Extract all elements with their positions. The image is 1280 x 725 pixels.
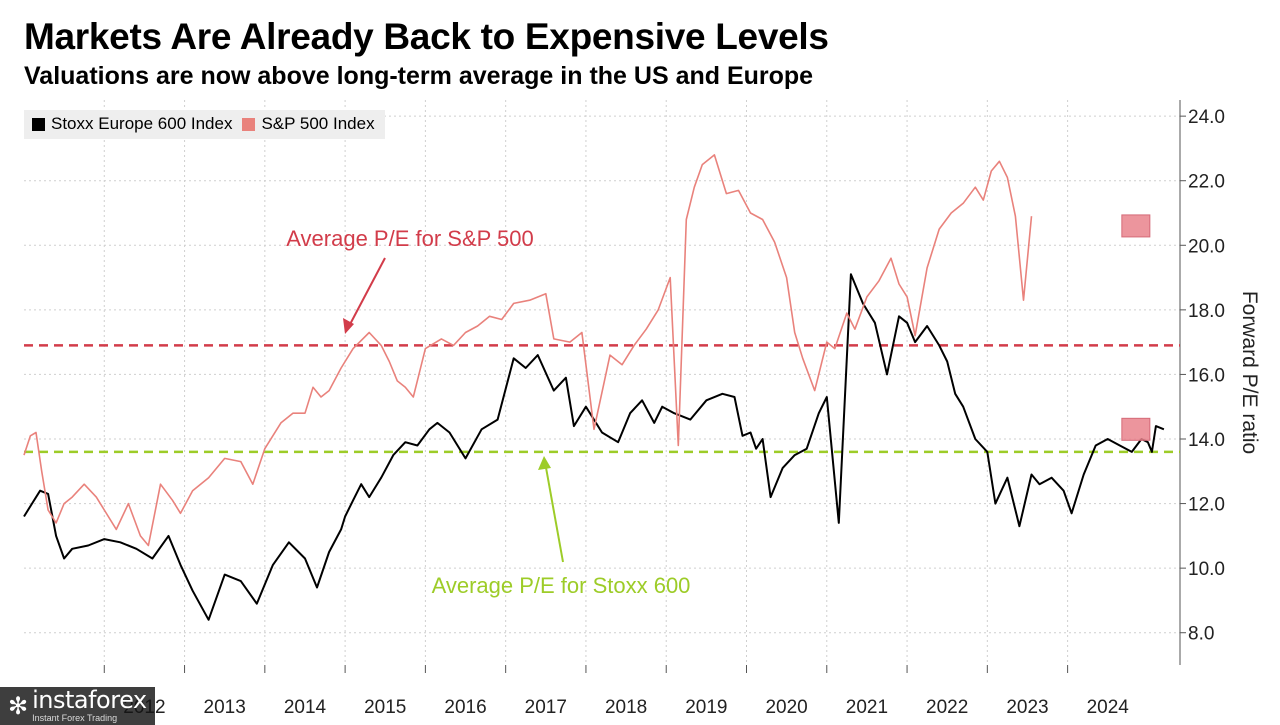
y-tick-label: 24.0	[1188, 107, 1225, 128]
sp500-series-line	[23, 154, 1033, 547]
y-tick-label: 8.0	[1188, 624, 1214, 645]
y-tick-label: 12.0	[1188, 495, 1225, 516]
chart-subtitle: Valuations are now above long-term avera…	[24, 62, 814, 90]
x-tick-label: 2021	[846, 697, 888, 718]
annotation-sp500-average: Average P/E for S&P 500	[286, 226, 533, 251]
x-tick-label: 2017	[525, 697, 567, 718]
legend-swatch-sp500	[242, 117, 256, 131]
instaforex-logo-icon: ✻	[8, 692, 29, 720]
annotation-arrow-sp500	[346, 257, 386, 331]
legend-item-sp500: S&P 500 Index	[242, 114, 375, 134]
x-tick-label: 2022	[926, 697, 968, 718]
stoxx-end-marker	[1121, 417, 1151, 441]
x-tick-label: 2023	[1006, 697, 1048, 718]
y-tick-label: 10.0	[1188, 559, 1225, 580]
y-axis-title: Forward P/E ratio	[1238, 291, 1261, 454]
x-tick-label: 2016	[444, 697, 486, 718]
x-tick-label: 2018	[605, 697, 647, 718]
chart-title: Markets Are Already Back to Expensive Le…	[24, 16, 829, 57]
sp500-end-marker	[1121, 214, 1151, 238]
y-tick-label: 16.0	[1188, 365, 1225, 386]
annotation-arrow-stoxx	[544, 461, 564, 563]
y-tick-label: 20.0	[1188, 236, 1225, 257]
legend-label-stoxx: Stoxx Europe 600 Index	[51, 114, 233, 133]
x-tick-label: 2014	[284, 697, 327, 718]
x-tick-label: 2024	[1087, 697, 1130, 718]
x-tick-label: 2015	[364, 697, 406, 718]
watermark-brand: instaforex	[32, 686, 147, 714]
annotation-arrowhead-stoxx	[538, 456, 551, 470]
y-tick-label: 18.0	[1188, 301, 1225, 322]
legend-item-stoxx: Stoxx Europe 600 Index	[32, 114, 232, 134]
legend-swatch-stoxx	[32, 117, 45, 131]
legend-label-sp500: S&P 500 Index	[261, 114, 375, 133]
watermark-badge: ✻ instaforex Instant Forex Trading	[0, 687, 155, 725]
stoxx-series-line	[23, 273, 1165, 621]
y-tick-label: 22.0	[1188, 172, 1225, 193]
x-tick-label: 2020	[765, 697, 807, 718]
watermark-tagline: Instant Forex Trading	[32, 713, 118, 723]
x-tick-label: 2013	[204, 697, 246, 718]
y-tick-label: 14.0	[1188, 430, 1225, 451]
annotation-stoxx-average: Average P/E for Stoxx 600	[432, 573, 691, 598]
annotation-arrowhead-sp500	[343, 318, 354, 334]
chart-legend: Stoxx Europe 600 Index S&P 500 Index	[24, 110, 385, 139]
x-tick-label: 2019	[685, 697, 727, 718]
